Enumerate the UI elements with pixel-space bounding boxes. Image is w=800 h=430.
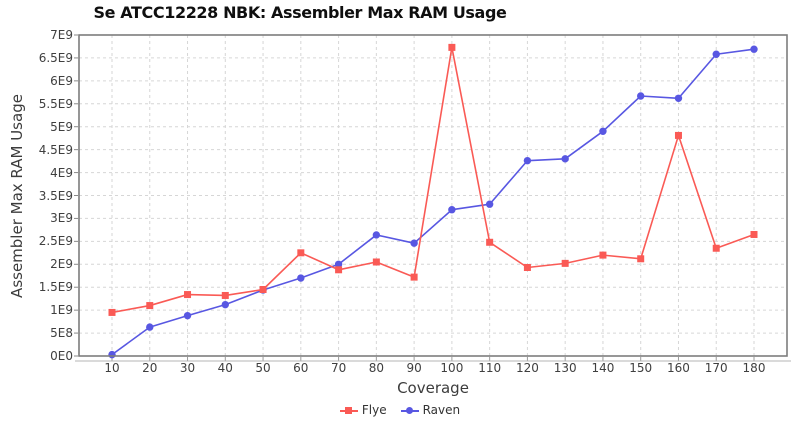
raven-data-point	[334, 260, 343, 268]
y-tick-label: 2.5E9	[38, 234, 73, 249]
flye-square-marker-icon	[345, 406, 353, 414]
y-tick-label: 3.5E9	[38, 188, 73, 203]
x-tick-label: 40	[217, 361, 233, 375]
y-tick-label: 1.5E9	[38, 280, 73, 295]
y-tick-label: 5.5E9	[38, 96, 73, 111]
y-tick-label: 7E9	[50, 28, 73, 42]
y-tick-label: 1E9	[50, 303, 73, 318]
x-tick-label: 140	[591, 361, 615, 375]
y-tick-label: 3E9	[50, 211, 73, 226]
y-tick-label: 0E0	[50, 349, 73, 363]
x-tick-label: 180	[742, 361, 766, 375]
y-tick-label: 5E8	[50, 326, 73, 341]
raven-data-point	[221, 300, 229, 309]
y-tick-label: 6.5E9	[38, 50, 73, 65]
x-tick-label: 60	[293, 361, 309, 375]
raven-data-point	[410, 239, 418, 247]
raven-data-point	[297, 274, 305, 282]
raven-data-point	[712, 50, 720, 58]
x-tick-label: 20	[142, 361, 158, 375]
flye-data-point	[184, 291, 192, 299]
x-tick-label: 90	[406, 361, 422, 375]
x-tick-label: 170	[704, 361, 728, 375]
flye-data-point	[221, 291, 229, 299]
raven-data-point	[146, 323, 154, 331]
x-tick-label: 110	[478, 361, 502, 375]
x-tick-label: 100	[440, 361, 464, 375]
legend-item-raven: Raven	[400, 403, 461, 417]
x-tick-label: 80	[368, 361, 384, 375]
x-tick-label: 50	[255, 361, 271, 375]
x-tick-label: 150	[629, 361, 653, 375]
raven-data-point	[108, 350, 116, 359]
raven-data-point	[750, 45, 758, 53]
flye-data-point	[259, 286, 267, 294]
flye-series-swatch-icon	[339, 405, 358, 415]
raven-data-point	[674, 94, 683, 102]
x-tick-label: 120	[515, 361, 539, 375]
flye-data-point	[486, 238, 494, 246]
y-tick-label: 6E9	[50, 73, 73, 88]
flye-data-point	[637, 255, 645, 263]
flye-data-point	[335, 266, 343, 274]
legend-label-flye: Flye	[361, 403, 387, 417]
y-tick-label: 5E9	[50, 119, 73, 134]
y-tick-label: 4.5E9	[38, 142, 73, 157]
flye-data-point	[146, 302, 154, 310]
y-tick-label: 2E9	[50, 257, 73, 272]
flye-data-point	[599, 251, 607, 259]
raven-data-point	[561, 155, 569, 163]
y-tick-label: 4E9	[50, 165, 73, 180]
plot-area	[74, 34, 791, 362]
legend: Flye Raven	[0, 403, 800, 417]
raven-data-point	[637, 92, 645, 100]
raven-series-swatch-icon	[400, 405, 419, 415]
raven-data-point	[485, 200, 494, 208]
raven-data-point	[372, 231, 381, 239]
chart-title: Se ATCC12228 NBK: Assembler Max RAM Usag…	[93, 3, 507, 22]
flye-data-point	[561, 259, 569, 267]
x-axis-title: Coverage	[397, 379, 469, 397]
flye-data-point	[448, 43, 456, 51]
legend-label-raven: Raven	[422, 403, 461, 417]
x-tick-label: 70	[330, 361, 347, 375]
x-tick-label: 160	[667, 361, 690, 375]
raven-data-point	[183, 311, 192, 320]
flye-data-point	[410, 273, 418, 281]
raven-circle-marker-icon	[406, 406, 414, 414]
legend-item-flye: Flye	[339, 403, 387, 417]
raven-data-point	[523, 156, 532, 165]
flye-data-point	[297, 249, 305, 257]
flye-data-point	[674, 131, 682, 139]
flye-data-point	[750, 230, 758, 238]
flye-data-point	[108, 308, 116, 316]
flye-data-point	[523, 263, 531, 271]
x-tick-label: 10	[104, 361, 120, 375]
flye-data-point	[712, 244, 720, 252]
x-tick-label: 30	[179, 361, 196, 375]
x-tick-label: 130	[553, 361, 577, 375]
raven-data-point	[448, 206, 456, 214]
flye-data-point	[372, 258, 380, 266]
raven-data-point	[599, 127, 607, 135]
